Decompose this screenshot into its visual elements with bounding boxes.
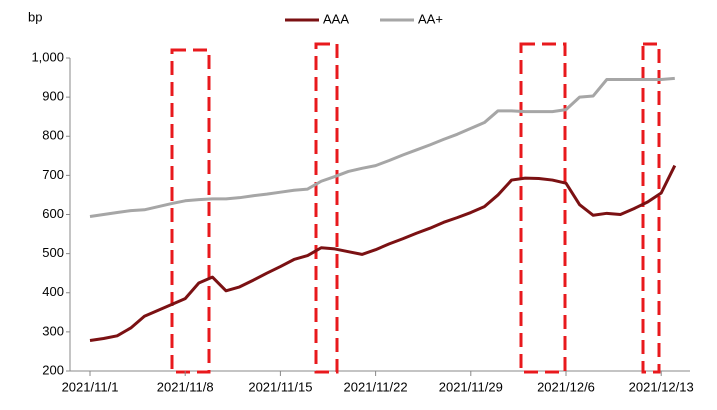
y-tick-label: 200 [42, 362, 64, 377]
y-tick-label: 800 [42, 128, 64, 143]
series-line [89, 76, 675, 218]
legend-label: AA+ [418, 11, 443, 26]
y-tick-label: 400 [42, 284, 64, 299]
y-tick-label: 600 [42, 206, 64, 221]
x-tick-label: 2021/11/8 [157, 379, 214, 394]
x-tick-label: 2021/11/15 [248, 379, 312, 394]
y-tick-label: 700 [42, 167, 64, 182]
highlight-box [314, 42, 339, 374]
highlight-box [641, 42, 661, 374]
x-tick-label: 2021/11/22 [344, 379, 408, 394]
y-tick-label: 900 [42, 89, 64, 104]
x-tick-label: 2021/12/6 [537, 379, 595, 394]
highlight-box [170, 48, 211, 374]
y-tick-label: 300 [42, 323, 64, 338]
x-tick-label: 2021/11/1 [62, 379, 119, 394]
y-tick-label: 1,000 [31, 49, 64, 64]
series-line [89, 164, 677, 342]
x-tick-label: 2021/11/29 [439, 379, 503, 394]
y-axis-label: bp [28, 9, 42, 24]
legend-label: AAA [323, 11, 349, 26]
y-tick-label: 500 [42, 245, 64, 260]
highlight-boxes [170, 42, 661, 374]
x-tick-label: 2021/12/13 [629, 379, 694, 394]
highlight-box [519, 42, 567, 374]
